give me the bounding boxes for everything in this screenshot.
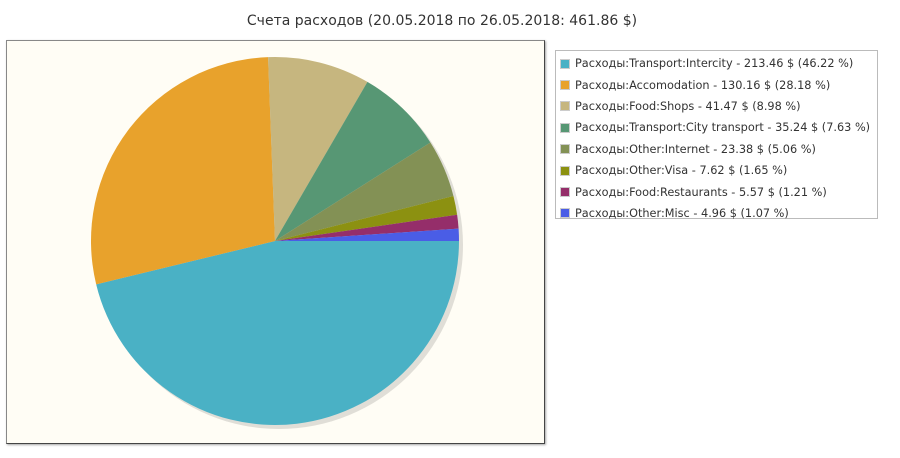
legend-swatch — [560, 122, 570, 133]
legend-swatch — [560, 80, 570, 91]
legend-swatch — [560, 187, 570, 198]
legend-swatch — [560, 101, 570, 112]
legend-item-7: Расходы:Food:Restaurants - 5.57 $ (1.21 … — [556, 181, 877, 202]
pie-slice-6 — [275, 196, 458, 241]
pie-slice-5 — [275, 142, 454, 241]
legend-swatch — [560, 165, 570, 176]
legend-item-8: Расходы:Other:Misc - 4.96 $ (1.07 %) — [556, 203, 877, 224]
legend-label: Расходы:Other:Visa - 7.62 $ (1.65 %) — [575, 164, 788, 178]
legend-item-5: Расходы:Other:Internet - 23.38 $ (5.06 %… — [556, 139, 877, 160]
legend-label: Расходы:Accomodation - 130.16 $ (28.18 %… — [575, 78, 831, 92]
pie-slice-1 — [96, 241, 459, 425]
legend-item-3: Расходы:Food:Shops - 41.47 $ (8.98 %) — [556, 96, 877, 117]
legend-item-6: Расходы:Other:Visa - 7.62 $ (1.65 %) — [556, 160, 877, 181]
legend-label: Расходы:Transport:Intercity - 213.46 $ (… — [575, 57, 854, 71]
pie-slice-4 — [275, 81, 431, 241]
pie-chart — [91, 57, 463, 429]
pie-slice-2 — [91, 57, 275, 285]
legend-label: Расходы:Other:Internet - 23.38 $ (5.06 %… — [575, 142, 816, 156]
legend-item-2: Расходы:Accomodation - 130.16 $ (28.18 %… — [556, 74, 877, 95]
legend: Расходы:Transport:Intercity - 213.46 $ (… — [555, 50, 878, 220]
chart-title: Счета расходов (20.05.2018 по 26.05.2018… — [246, 13, 638, 29]
legend-item-4: Расходы:Transport:City transport - 35.24… — [556, 117, 877, 138]
pie-slice-3 — [268, 57, 368, 241]
legend-label: Расходы:Other:Misc - 4.96 $ (1.07 %) — [575, 206, 789, 220]
legend-item-1: Расходы:Transport:Intercity - 213.46 $ (… — [556, 53, 877, 74]
legend-label: Расходы:Transport:City transport - 35.24… — [575, 121, 871, 135]
legend-label: Расходы:Food:Restaurants - 5.57 $ (1.21 … — [575, 185, 827, 199]
legend-swatch — [560, 144, 570, 155]
legend-swatch — [560, 58, 570, 69]
pie-slice-8 — [275, 228, 459, 241]
legend-swatch — [560, 208, 570, 219]
plot-area — [6, 40, 545, 444]
legend-label: Расходы:Food:Shops - 41.47 $ (8.98 %) — [575, 99, 801, 113]
pie-slice-7 — [275, 214, 459, 241]
